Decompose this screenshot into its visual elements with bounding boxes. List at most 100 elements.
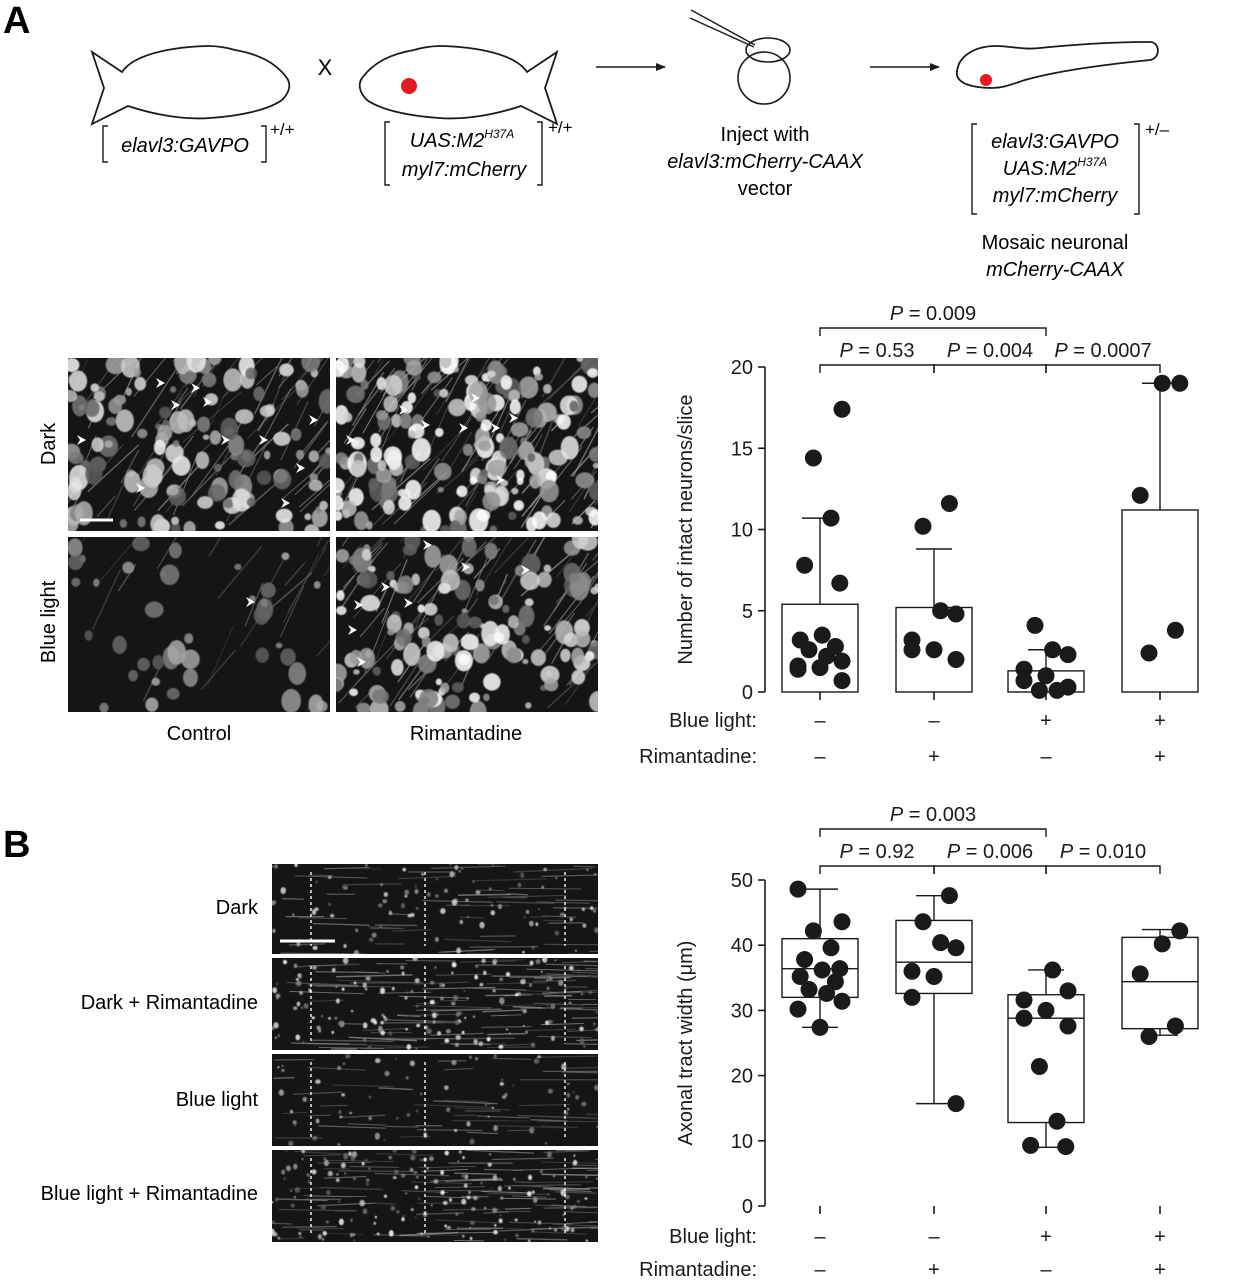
micro-b-dark-rimantadine-cell (342, 988, 345, 991)
micro-a-blue-rimantadine-cell (395, 701, 406, 712)
micro-b-dark-cell (538, 908, 540, 909)
data-point (1132, 487, 1149, 504)
micro-b-dark-rimantadine-cell (569, 966, 574, 970)
micro-b-dark-rimantadine-cell (541, 971, 543, 973)
micro-a-blue-rimantadine-cell (357, 703, 371, 715)
micro-b-dark-rimantadine-cell (555, 960, 557, 961)
micro-b-dark-rimantadine-cell (550, 1004, 555, 1009)
micro-b-blue-light-rimantadine-cell (328, 1171, 333, 1176)
micro-b-blue-light-cell (537, 1055, 541, 1058)
micro-a-dark-rimantadine-cell (561, 436, 579, 460)
micro-a-blue-rimantadine-cell (436, 678, 442, 685)
micro-a-dark-rimantadine-cell (487, 371, 496, 378)
micro-a-blue-rimantadine-cell (546, 671, 552, 676)
micro-b-dark-cell (554, 931, 559, 936)
micro-b-dark-rimantadine-cell (415, 1048, 417, 1051)
micro-a-dark-control-cell (301, 351, 320, 373)
micro-a-dark-control-cell (143, 464, 162, 488)
micro-a-dark-rimantadine-cell (577, 426, 591, 439)
parent1-label: elavl3:GAVPO (121, 135, 249, 157)
micro-b-dark-rimantadine-cell (276, 997, 278, 1000)
rimantadine-value: – (1040, 746, 1052, 768)
micro-a-dark-rimantadine-cell (501, 375, 512, 390)
micro-b-dark-cell (421, 873, 424, 876)
micro-a-dark-rimantadine-cell (517, 477, 524, 485)
micro-a-dark-control-cell (90, 383, 99, 392)
data-point (805, 450, 822, 467)
micro-b-dark-cell (459, 870, 461, 873)
micro-a-dark-control-fiber (172, 320, 217, 362)
micro-b-dark-rimantadine-cell (493, 962, 497, 965)
comparison-bracket (820, 328, 1046, 336)
y-tick-label: 20 (731, 1066, 753, 1088)
micro-b-dark-rimantadine-cell (278, 1034, 280, 1037)
y-tick-label: 0 (742, 682, 753, 704)
micro-b-dark-cell (535, 922, 538, 926)
micro-b-dark-rimantadine-cell (432, 1012, 437, 1018)
micro-a-dark-rimantadine-cell (331, 495, 344, 511)
micro-a-dark-control-cell (187, 348, 206, 373)
micro-b-dark-rimantadine-cell (525, 1031, 528, 1034)
micro-b-blue-light-rimantadine-cell (352, 1151, 358, 1157)
micro-a-blue-control-cell (145, 601, 164, 617)
micro-b-blue-light-rimantadine-cell (353, 1233, 356, 1236)
micro-b-dark-cell (454, 865, 458, 870)
data-point (831, 575, 848, 592)
data-point (932, 602, 949, 619)
comparison-bracket (820, 829, 1046, 837)
micro-b-dark-rimantadine-cell (523, 1025, 525, 1027)
data-point (1060, 646, 1077, 663)
p-value: = 0.010 (1073, 841, 1146, 863)
blue-light-value: – (928, 710, 940, 732)
micro-a-dark-rimantadine-cell (470, 476, 477, 485)
micro-b-dark-fiber (280, 953, 359, 954)
micro-b-dark-rimantadine-cell (436, 1013, 439, 1015)
micro-b-dark-cell (354, 950, 359, 956)
offspring-genotype-sup: +/– (1145, 120, 1170, 139)
micro-b-blue-light-rimantadine-fiber (556, 1148, 605, 1150)
micro-b-blue-light-rimantadine-cell (298, 1232, 301, 1235)
micro-b-blue-light-cell (466, 1121, 470, 1126)
micro-b-blue-light-rimantadine-cell (410, 1155, 415, 1161)
micro-b-dark-cell (415, 889, 419, 894)
data-point (1141, 1028, 1158, 1045)
micro-b-dark-rimantadine-cell (406, 991, 408, 994)
micro-b-blue-light-rimantadine-cell (384, 1195, 387, 1198)
p-value-label: P = 0.010 (1060, 841, 1146, 863)
micro-a-dark-rimantadine-cell (469, 508, 488, 533)
micro-b-dark-rimantadine-cell (297, 1002, 301, 1007)
y-axis-label: Number of intact neurons/slice (675, 394, 697, 664)
micro-b-blue-light-cell (343, 1063, 345, 1065)
micro-b-blue-light-rimantadine-cell (488, 1163, 492, 1167)
micro-a-dark-rimantadine-cell (422, 510, 441, 533)
p-value: = 0.53 (853, 340, 915, 362)
micro-a-blue-rimantadine-cell (349, 555, 362, 566)
micro-b-dark-rimantadine-cell (407, 1044, 412, 1050)
micro-a-dark-rimantadine-cell (384, 375, 402, 396)
micro-b-dark-rimantadine-cell (433, 1020, 436, 1024)
micro-b-blue-light-rimantadine-cell (416, 1176, 419, 1179)
micro-b-blue-light-rimantadine-cell (302, 1158, 304, 1160)
micro-b-blue-light-rimantadine-cell (353, 1177, 356, 1181)
micro-a-dark-rimantadine-cell (529, 474, 541, 488)
micro-a-blue-rimantadine-cell (485, 543, 498, 560)
micro-b-dark-rimantadine-cell (581, 993, 583, 995)
micro-b-blue-light-rimantadine-cell (394, 1170, 398, 1174)
micro-a-dark-control-cell (183, 521, 195, 536)
data-point (1060, 1018, 1077, 1035)
micro-b-dark-rimantadine-cell (411, 990, 414, 993)
p-value-label: P = 0.0007 (1054, 340, 1151, 362)
micro-b-dark-rimantadine-cell (579, 1027, 584, 1032)
micro-a-blue-rimantadine-cell (358, 648, 374, 669)
micro-a-dark-rimantadine-cell (434, 463, 452, 481)
micro-b-blue-light-fiber (273, 1078, 294, 1079)
micro-b-blue-light-rimantadine-cell (492, 1208, 497, 1213)
micro-a-dark-control-cell (319, 389, 337, 414)
micro-b-dark-cell (570, 917, 573, 921)
micro-a-dark-control-cell (304, 513, 311, 520)
micro-a-dark-rimantadine-cell (412, 438, 431, 462)
micro-b-dark-rimantadine-cell (509, 1033, 511, 1035)
rimantadine-value: + (1154, 1259, 1166, 1280)
micro-b-blue-light-rimantadine-cell (499, 1219, 503, 1224)
